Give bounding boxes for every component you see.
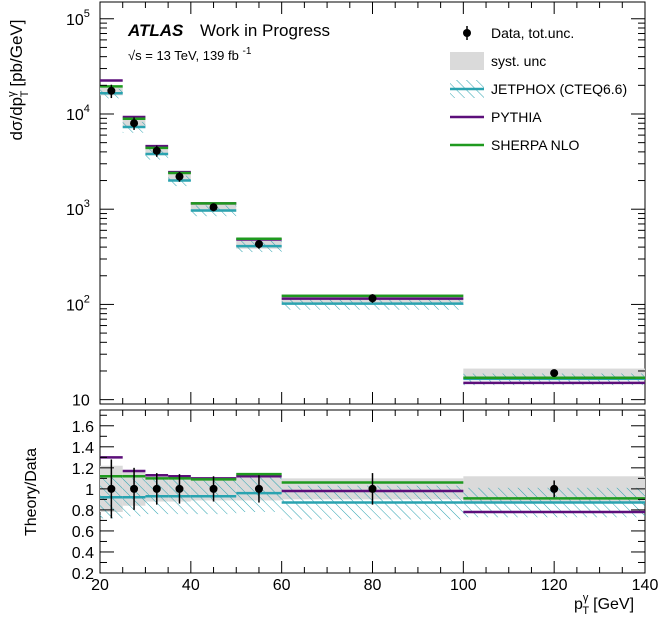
y-tick-label-exponent: 4 — [84, 103, 90, 115]
y-tick-label: 102 — [66, 293, 90, 314]
legend-label: JETPHOX (CTEQ6.6) — [491, 81, 627, 97]
experiment-label: ATLAS Work in Progress √s = 13 TeV, 139 … — [127, 21, 330, 63]
y-tick-label-exponent: 3 — [84, 198, 90, 210]
data-point — [107, 86, 116, 95]
status-label: Work in Progress — [200, 21, 330, 40]
data-point — [368, 294, 377, 303]
x-tick-label: 120 — [541, 577, 568, 594]
data-point — [175, 484, 184, 493]
y-tick-label-base: 10 — [66, 12, 84, 29]
data-point — [152, 484, 161, 493]
legend: Data, tot.unc. syst. unc JETPHOX (CTEQ6.6)… — [450, 25, 627, 153]
y-tick-label: 103 — [66, 198, 90, 219]
legend-item: Data, tot.unc. — [463, 25, 574, 41]
y-tick-label: 0.4 — [72, 545, 94, 562]
data-point — [550, 484, 559, 493]
data-point — [368, 484, 377, 493]
data-point — [152, 146, 161, 155]
legend-item: SHERPA NLO — [450, 137, 580, 153]
x-tick-label: 80 — [364, 577, 382, 594]
legend-item: syst. unc — [450, 52, 546, 70]
data-point — [130, 484, 139, 493]
ratio-panel: 20 40 60 80 100 120 140 0.2 0.4 0.6 0.8 1 1.2 1.4 1.6 — [72, 409, 659, 594]
data-point — [209, 484, 218, 493]
ratio-y-axis-label: Theory/Data — [23, 448, 40, 536]
y-tick-label: 104 — [66, 103, 90, 124]
x-tick-label: 20 — [91, 577, 109, 594]
main-y-axis-label: dσ/dpγT[pb/GeV] — [6, 20, 31, 141]
data-point — [175, 172, 184, 181]
y-tick-label-base: 10 — [66, 202, 84, 219]
legend-label: PYTHIA — [491, 109, 542, 125]
legend-marker-band — [450, 52, 484, 70]
legend-item: JETPHOX (CTEQ6.6) — [450, 80, 627, 98]
y-tick-label: 0.2 — [72, 566, 94, 583]
data-point — [130, 119, 139, 128]
energy-label: √s = 13 TeV, 139 fb -1 — [128, 46, 252, 63]
data-point — [254, 240, 263, 249]
y-tick-label: 0.8 — [72, 503, 94, 520]
y-tick-label-exponent: 5 — [84, 8, 90, 20]
y-tick-label-exponent: 2 — [84, 293, 90, 305]
data-point — [209, 203, 218, 212]
x-axis-label: pγ T [GeV] — [574, 592, 634, 617]
legend-label: Data, tot.unc. — [491, 25, 574, 41]
x-tick-label: 100 — [450, 577, 477, 594]
y-tick-label-base: 10 — [66, 107, 84, 124]
y-tick-label: 1.4 — [72, 440, 94, 457]
y-tick-label-base: 10 — [66, 297, 84, 314]
y-tick-label: 10 — [72, 393, 90, 410]
legend-item: PYTHIA — [450, 109, 542, 125]
y-tick-label: 105 — [66, 8, 90, 29]
y-tick-label: 0.6 — [72, 524, 94, 541]
data-point — [254, 484, 263, 493]
x-tick-label: 60 — [273, 577, 291, 594]
legend-label: SHERPA NLO — [491, 137, 580, 153]
y-tick-label: 1.6 — [72, 419, 94, 436]
x-tick-label: 140 — [632, 577, 659, 594]
y-tick-label-base: 10 — [72, 393, 90, 410]
data-point — [550, 369, 559, 378]
legend-label: syst. unc — [491, 53, 546, 69]
y-tick-label: 1.2 — [72, 461, 94, 478]
legend-marker-data — [463, 29, 471, 37]
y-tick-label: 1 — [85, 482, 94, 499]
atlas-label: ATLAS — [127, 21, 184, 40]
x-tick-label: 40 — [182, 577, 200, 594]
